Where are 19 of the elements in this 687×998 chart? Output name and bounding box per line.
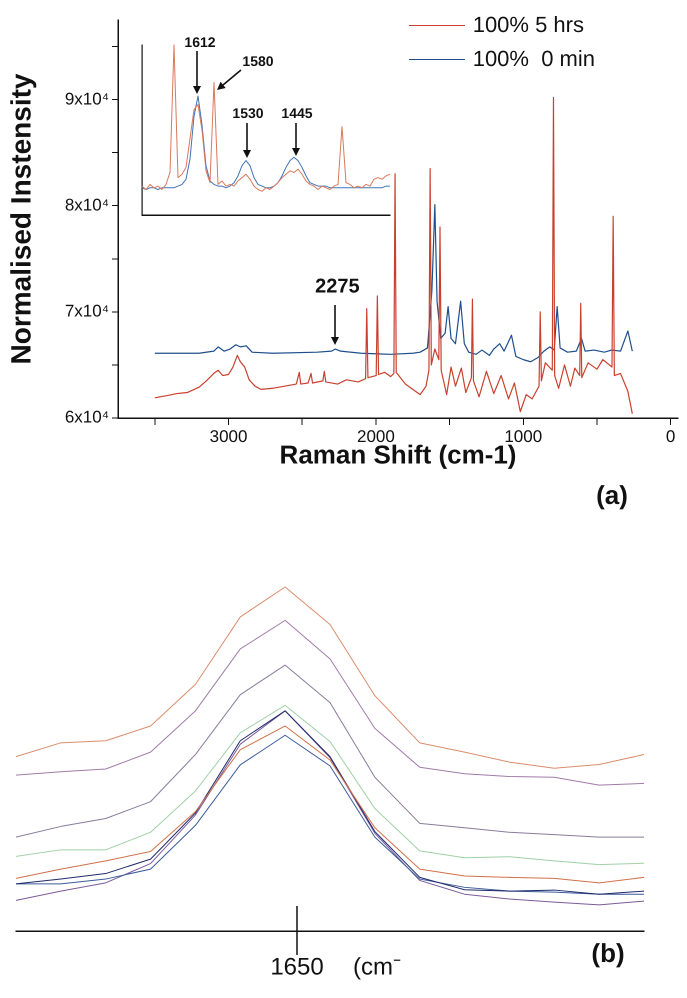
x-tick-label: 3000 xyxy=(210,426,248,446)
legend-label: 100% 0 min xyxy=(472,45,595,73)
x-axis-title: (cm⁻ xyxy=(353,954,401,981)
x-tick-label: 1000 xyxy=(504,426,542,446)
text: (a) xyxy=(596,480,628,510)
annotation: 2275 xyxy=(315,276,360,298)
x-tick-label: 0 xyxy=(666,426,676,446)
annotation: 1445 xyxy=(281,104,313,121)
y-tick-label: 6x10⁴ xyxy=(64,408,109,427)
y-tick-label: 8x10⁴ xyxy=(64,195,109,214)
legend-label: 100% 5 hrs xyxy=(472,11,584,39)
annotation: 1580 xyxy=(242,52,274,69)
y-axis-title: Normalised Instensity xyxy=(6,73,37,364)
text: 1650 xyxy=(270,954,324,981)
annotation: 1530 xyxy=(232,104,264,121)
y-tick-label: 9x10⁴ xyxy=(64,89,109,108)
y-tick-label: 7x10⁴ xyxy=(64,302,109,321)
annotation: 1612 xyxy=(184,34,216,50)
text: (b) xyxy=(591,938,625,968)
